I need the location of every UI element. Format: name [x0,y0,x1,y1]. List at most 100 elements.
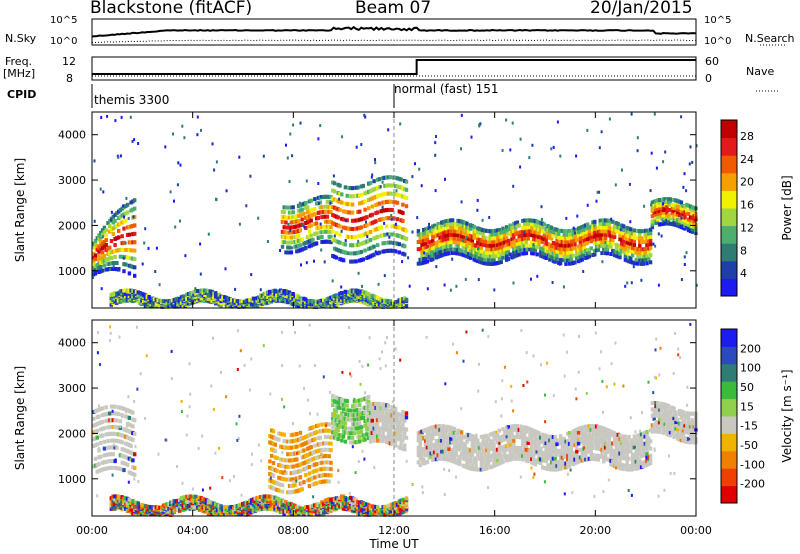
data-cell [596,244,601,249]
data-cell [499,234,503,239]
data-cell [594,241,599,245]
data-cell [618,237,622,242]
data-cell [361,415,365,420]
data-cell [358,250,362,255]
data-cell [434,457,439,462]
data-cell [551,435,556,439]
data-cell [459,252,464,257]
data-cell [111,418,115,423]
data-cell [515,245,520,250]
data-cell [454,449,458,454]
data-cell [553,248,557,253]
data-cell [268,478,272,483]
data-cell [576,430,581,435]
nave-label: Nave [746,65,775,78]
data-cell [627,255,631,260]
data-cell [515,449,520,454]
data-cell [634,246,638,251]
data-cell [621,445,626,450]
data-cell [385,419,389,424]
data-cell [208,293,212,298]
data-cell [584,234,588,239]
data-cell [323,466,328,471]
data-cell [517,252,521,257]
data-cell [187,292,191,296]
data-cell [381,402,385,407]
data-cell [397,225,401,230]
data-cell [486,451,491,456]
data-cell [438,453,442,458]
data-cell [287,245,292,250]
scatter-cell [357,271,360,275]
data-cell [627,248,631,253]
data-cell [113,465,117,470]
data-cell [425,230,430,235]
data-cell [683,226,687,231]
data-cell [432,252,437,257]
data-cell [280,489,285,494]
data-cell [376,299,380,304]
data-cell [483,434,487,439]
data-cell [278,290,283,295]
data-cell [395,419,400,424]
data-cell [551,438,556,443]
data-cell [431,246,435,251]
data-cell [304,216,308,220]
data-cell [133,273,137,278]
data-cell [625,240,629,245]
data-cell [359,200,364,205]
data-cell [549,445,554,450]
data-cell [133,257,137,261]
data-cell [347,298,351,302]
data-cell [388,429,392,434]
data-cell [459,237,464,242]
data-cell [124,462,128,466]
data-cell [286,445,290,450]
data-cell [542,466,547,470]
data-cell [120,254,124,259]
data-cell [594,457,599,462]
data-cell [497,439,502,444]
data-cell [205,290,209,295]
data-cell [641,250,646,255]
scatter-cell [357,239,360,243]
data-cell [517,234,521,239]
data-cell [336,419,340,423]
data-cell [558,452,563,457]
data-cell [370,253,374,258]
data-cell [598,233,602,238]
data-cell [645,239,649,244]
data-cell [223,295,227,300]
data-cell [434,248,439,253]
data-cell [584,457,588,462]
data-cell [614,253,619,258]
data-cell [549,225,554,230]
data-cell [118,248,123,252]
data-cell [251,296,256,301]
data-cell [286,240,290,245]
data-cell [352,431,357,436]
data-cell [95,428,99,433]
data-cell [377,201,382,206]
data-cell [322,229,326,234]
data-cell [449,243,453,248]
data-cell [151,296,155,301]
scatter-cell [364,115,367,119]
data-cell [477,449,482,454]
data-cell [638,251,642,255]
data-cell [492,239,496,244]
colorbar-tick-label: 16 [740,199,754,212]
data-cell [323,460,328,465]
data-cell [512,221,516,226]
data-cell [576,259,581,264]
data-cell [322,428,326,433]
data-cell [363,405,367,410]
data-cell [390,417,394,422]
data-cell [567,463,572,468]
data-cell [535,230,539,235]
data-cell [289,300,293,305]
data-cell [576,441,581,446]
data-cell [450,430,455,434]
data-cell [287,230,292,235]
data-cell [530,435,534,440]
